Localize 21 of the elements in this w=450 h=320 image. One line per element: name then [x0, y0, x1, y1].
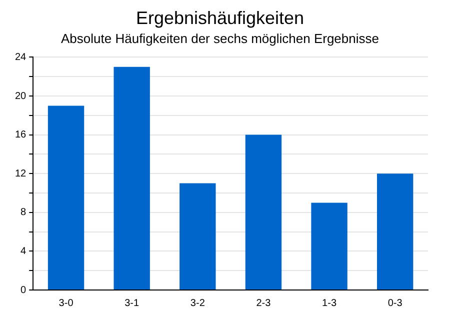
bar: [48, 106, 84, 290]
x-tick-label: 0-3: [388, 298, 403, 309]
y-tick-label: 0: [20, 284, 27, 296]
bar: [311, 202, 348, 290]
y-tick-label: 16: [15, 130, 27, 141]
chart-title: Ergebnishäufigkeiten: [136, 8, 304, 28]
bar: [114, 66, 150, 290]
x-tick-label: 3-2: [190, 298, 206, 309]
y-tick-label: 20: [15, 90, 27, 102]
x-tick-label: 2-3: [256, 298, 272, 309]
bar: [376, 174, 414, 290]
y-tick-label: 12: [15, 168, 27, 180]
chart-subtitle: Absolute Häufigkeiten der sechs möglichen Ergebnisse: [61, 30, 379, 46]
y-tick-label: 4: [20, 246, 27, 257]
x-tick-label: 3-1: [124, 298, 140, 309]
y-tick-label: 24: [15, 52, 27, 63]
bar: [180, 183, 216, 290]
x-tick-label: 1-3: [322, 298, 337, 309]
y-tick-label: 8: [20, 207, 27, 218]
bar: [245, 134, 282, 290]
x-tick-label: 3-0: [58, 298, 74, 309]
